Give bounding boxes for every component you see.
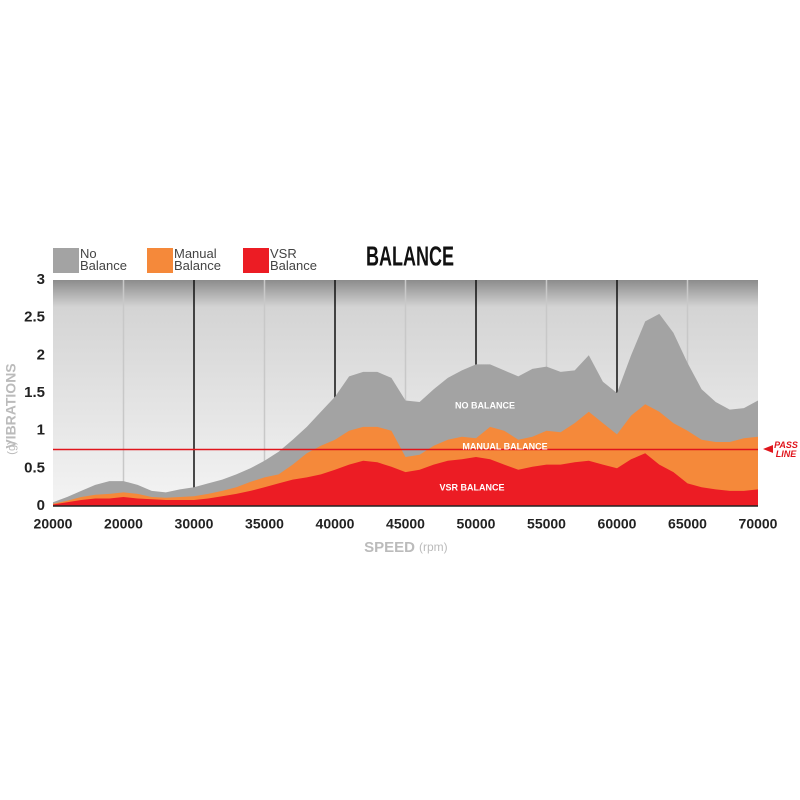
x-tick-label: 60000 [598, 516, 637, 532]
annotation: NO BALANCE [455, 400, 515, 410]
legend-swatch [147, 248, 173, 273]
x-axis-unit: (rpm) [419, 540, 448, 554]
y-tick-label: 0 [37, 497, 45, 514]
x-tick-label: 45000 [386, 516, 425, 532]
legend-label: VSR Balance [270, 246, 317, 273]
x-tick-label: 40000 [316, 516, 355, 532]
legend-swatch [53, 248, 79, 273]
x-tick-label: 20000 [104, 516, 143, 532]
y-axis-unit: (g) [6, 441, 18, 454]
annotation: VSR BALANCE [439, 482, 504, 492]
y-tick-label: 1 [37, 422, 45, 439]
pass-line-arrow [763, 445, 773, 453]
annotation: MANUAL BALANCE [462, 441, 547, 451]
x-tick-label: 50000 [457, 516, 496, 532]
chart-title: BALANCE [366, 240, 454, 271]
y-tick-label: 1.5 [24, 384, 45, 401]
area [53, 453, 758, 506]
y-tick-label: 2.5 [24, 309, 45, 326]
y-axis-title: VIBRATIONS [3, 363, 19, 448]
legend-label: No Balance [80, 246, 127, 273]
legend-label: Manual Balance [174, 246, 221, 273]
x-tick-label: 70000 [739, 516, 778, 532]
x-tick-label: 20000 [34, 516, 73, 532]
x-tick-label: 30000 [175, 516, 214, 532]
y-tick-label: 3 [37, 271, 45, 288]
y-tick-label: 2 [37, 346, 45, 363]
x-tick-label: 35000 [245, 516, 284, 532]
y-tick-label: 0.5 [24, 459, 45, 476]
x-axis-title: SPEED [364, 539, 415, 556]
legend-swatch [243, 248, 269, 273]
x-tick-label: 55000 [527, 516, 566, 532]
pass-line-label: PASS LINE [774, 440, 798, 459]
x-tick-label: 65000 [668, 516, 707, 532]
